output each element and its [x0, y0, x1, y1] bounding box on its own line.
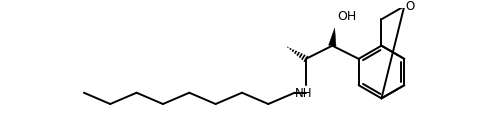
Polygon shape	[328, 28, 336, 46]
Text: O: O	[405, 0, 414, 13]
Text: OH: OH	[337, 10, 356, 23]
Text: NH: NH	[295, 87, 313, 100]
